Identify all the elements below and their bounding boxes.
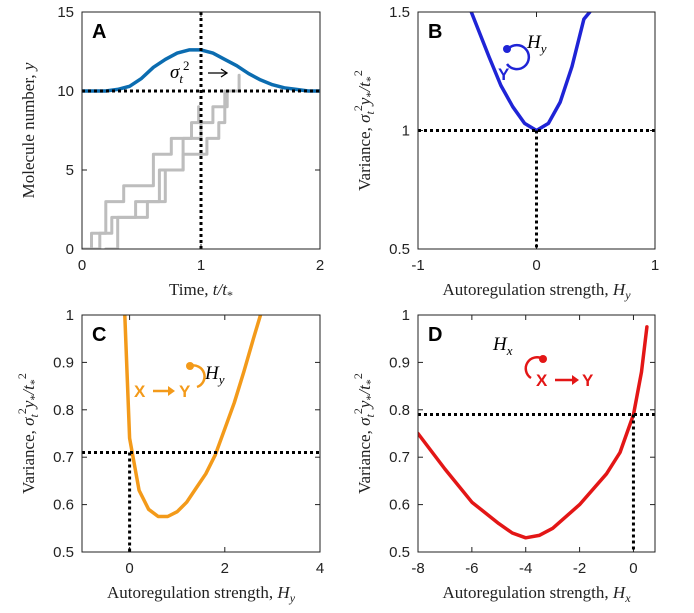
- x-tick-label: 4: [316, 560, 324, 577]
- series-line: [418, 325, 649, 540]
- circuit-motif: Hx X Y: [492, 334, 594, 390]
- h-label: Hx: [492, 334, 513, 358]
- series-line: [469, 12, 592, 133]
- y-tick-label: 10: [57, 83, 74, 100]
- x-axis-label: Autoregulation strength, Hy: [107, 583, 296, 605]
- x-tick-label: 0: [532, 257, 540, 274]
- y-tick-label: 0.7: [389, 449, 410, 466]
- y-tick-label: 1: [66, 307, 74, 324]
- plot-frame: [417, 314, 656, 553]
- y-tick-label: 0.7: [53, 449, 74, 466]
- panel-d: -8 -6 -4 -2 0 0.5 0.6 0.7 0.8 0.9 1 D Autoregulation…: [351, 307, 656, 605]
- y-tick-label: 5: [66, 162, 74, 179]
- motif-arrowhead: [168, 386, 175, 396]
- x-tick-label: 0: [629, 560, 637, 577]
- data-layer: [123, 315, 263, 519]
- plot-frame: [81, 11, 321, 250]
- panel-b: -1 0 1 0.5 1 1.5 B Autoregulation strength, Hy V…: [351, 4, 659, 302]
- y-tick-label: 0.5: [389, 241, 410, 258]
- y-axis-label: Molecule number, y: [19, 62, 38, 198]
- feedback-dot: [503, 45, 511, 53]
- trajectory-line-1: [82, 105, 201, 249]
- y-tick-label: 0.5: [53, 544, 74, 561]
- y-tick-label: 0.8: [53, 402, 74, 419]
- y-tick-label: 0.8: [389, 402, 410, 419]
- plot-frame: [417, 11, 656, 250]
- panel-letter: C: [92, 324, 106, 346]
- data-layer: [418, 325, 649, 540]
- feedback-arc: [524, 356, 544, 380]
- panel-c: 0 2 4 0.5 0.6 0.7 0.8 0.9 1 C Autoregulation stren…: [15, 307, 324, 605]
- y-tick-label: 0: [66, 241, 74, 258]
- panel-letter: A: [92, 21, 106, 43]
- data-layer: [82, 48, 320, 249]
- trajectory-line-2: [86, 89, 227, 249]
- node-y: Y: [498, 65, 510, 84]
- node-y: Y: [582, 371, 594, 390]
- variance-annotation: σt2: [170, 58, 190, 86]
- annotation-arrowhead: [220, 68, 229, 78]
- x-tick-label: -4: [519, 560, 532, 577]
- x-tick-label: 1: [651, 257, 659, 274]
- y-tick-label: 0.6: [389, 497, 410, 514]
- y-tick-label: 1: [402, 307, 410, 324]
- x-tick-label: 0: [125, 560, 133, 577]
- node-x: X: [134, 382, 146, 401]
- y-tick-label: 1.5: [389, 4, 410, 21]
- x-tick-label: -2: [573, 560, 586, 577]
- plot-frame: [81, 314, 321, 553]
- x-axis-label: Autoregulation strength, Hy: [442, 280, 631, 302]
- node-x: X: [536, 371, 548, 390]
- x-tick-label: -8: [411, 560, 424, 577]
- feedback-arc: [505, 43, 531, 71]
- y-tick-label: 0.9: [389, 354, 410, 371]
- y-tick-label: 0.6: [53, 497, 74, 514]
- circuit-motif: Hy X Y: [134, 362, 225, 401]
- x-tick-label: 2: [221, 560, 229, 577]
- motif-arrowhead: [572, 375, 579, 385]
- node-y: Y: [179, 382, 191, 401]
- data-layer: [469, 12, 592, 133]
- y-tick-label: 0.5: [389, 544, 410, 561]
- x-axis-label: Time, t/t*: [169, 280, 233, 302]
- x-tick-label: 0: [78, 257, 86, 274]
- y-tick-label: 0.9: [53, 354, 74, 371]
- x-axis-label: Autoregulation strength, Hx: [442, 583, 631, 605]
- y-tick-label: 1: [402, 123, 410, 140]
- circuit-motif: Hy Y: [498, 32, 547, 84]
- h-label: Hy: [204, 363, 225, 387]
- panel-letter: D: [428, 324, 442, 346]
- y-axis-label: Variance, σt2y*/t*2: [15, 373, 41, 494]
- series-line: [82, 48, 320, 93]
- x-tick-label: 2: [316, 257, 324, 274]
- y-axis-label: Variance, σt2y*/t*2: [351, 70, 377, 191]
- x-tick-label: -1: [411, 257, 424, 274]
- series-line: [123, 315, 263, 519]
- trajectory-line-3: [104, 73, 241, 249]
- y-tick-label: 15: [57, 4, 74, 21]
- x-tick-label: 1: [197, 257, 205, 274]
- panel-letter: B: [428, 21, 442, 43]
- panel-a: 0 1 2 0 5 10 15 A Time, t/t* Molecule number, y σt…: [19, 4, 324, 302]
- h-label: Hy: [526, 32, 547, 56]
- y-axis-label: Variance, σt2y*/t*2: [351, 373, 377, 494]
- feedback-arc: [189, 364, 206, 389]
- x-tick-label: -6: [465, 560, 478, 577]
